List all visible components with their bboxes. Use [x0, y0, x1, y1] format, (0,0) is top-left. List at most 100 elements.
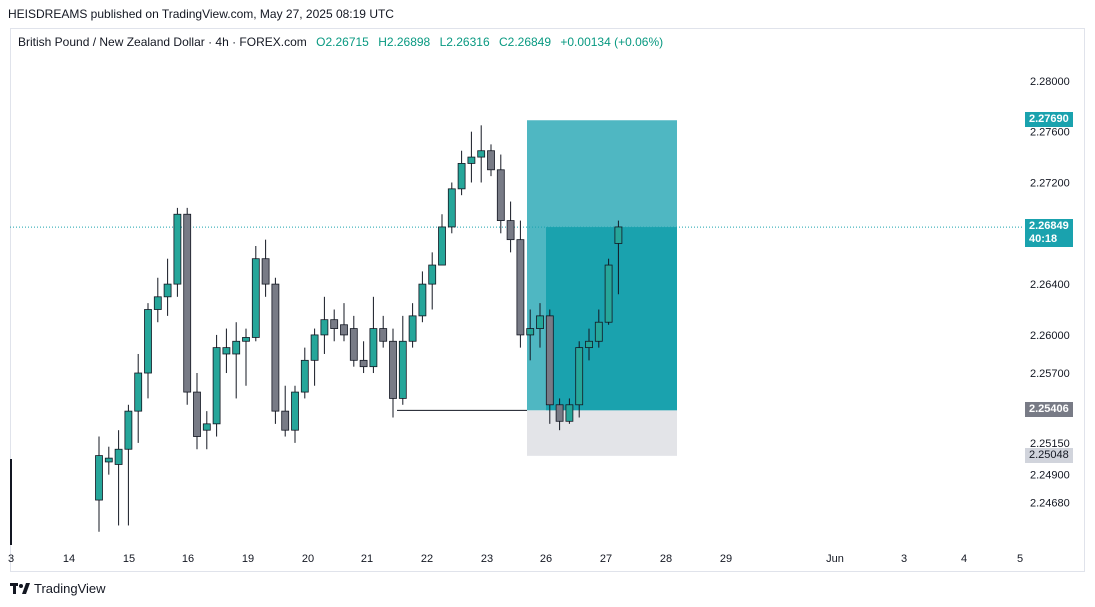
- candle: [340, 303, 348, 342]
- candle: [398, 315, 407, 405]
- candle: [369, 296, 378, 374]
- price-tick-label: 2.24680: [1030, 498, 1070, 510]
- date-tick-label: 3: [8, 553, 14, 565]
- price-tick-label: 2.27600: [1030, 127, 1070, 139]
- date-tick-label: 4: [961, 553, 967, 565]
- entry-price-label: 2.25406: [1025, 402, 1073, 418]
- price-tick-label: 2.28000: [1030, 76, 1070, 88]
- stop-zone: [527, 410, 677, 456]
- candle-body: [369, 328, 378, 368]
- candle-body: [232, 340, 241, 355]
- candle: [536, 303, 544, 348]
- candle-body: [585, 340, 593, 349]
- price-tick-label: 2.26000: [1030, 330, 1070, 342]
- candle: [104, 446, 113, 475]
- candle: [467, 131, 476, 183]
- candle-body: [153, 296, 162, 310]
- candle-body: [457, 163, 466, 190]
- candle-body: [555, 404, 564, 422]
- candle-body: [183, 213, 192, 393]
- candle: [271, 277, 280, 424]
- candle-body: [506, 220, 515, 241]
- target-price-label: 2.27690: [1025, 112, 1073, 128]
- candle-body: [271, 283, 280, 412]
- symbol-title[interactable]: British Pound / New Zealand Dollar · 4h …: [18, 35, 307, 49]
- candle-body: [477, 150, 486, 158]
- candle: [134, 353, 143, 443]
- date-tick-label: 27: [600, 553, 612, 565]
- candle: [379, 315, 388, 348]
- candle: [330, 309, 339, 342]
- candle: [506, 201, 515, 253]
- candle: [438, 214, 446, 266]
- candle: [114, 430, 123, 526]
- date-tick-label: 15: [123, 553, 135, 565]
- candle-body: [104, 457, 113, 463]
- candle: [153, 277, 162, 323]
- candle: [428, 252, 437, 310]
- candle-body: [320, 319, 329, 336]
- symbol-legend: British Pound / New Zealand Dollar · 4h …: [18, 35, 669, 49]
- candle-body: [438, 226, 446, 266]
- candle: [144, 303, 152, 399]
- candle-body: [349, 328, 358, 361]
- candle: [516, 220, 525, 348]
- candle-body: [379, 328, 388, 342]
- candle-body: [545, 315, 554, 406]
- candle: [359, 341, 368, 374]
- date-tick-label: 21: [361, 553, 373, 565]
- candle-body: [467, 156, 476, 164]
- candles: [95, 125, 623, 532]
- candle: [389, 328, 397, 418]
- candle: [281, 385, 290, 437]
- open-value: O2.26715: [316, 35, 369, 49]
- time-axis: 3 14 15 16 19 20 21 22 23 26 27 28 29 Jun 3 4 5: [8, 553, 1023, 565]
- candle-body: [398, 340, 407, 399]
- candle: [193, 373, 201, 450]
- candle-body: [428, 264, 437, 285]
- price-tick-label: 2.25150: [1030, 438, 1070, 450]
- price-tick-label: 2.25700: [1030, 368, 1070, 380]
- candle: [95, 436, 103, 532]
- date-tick-label: 3: [901, 553, 907, 565]
- tradingview-footer[interactable]: TradingView: [10, 581, 106, 596]
- candle-body: [134, 372, 143, 412]
- candle-body: [575, 347, 584, 406]
- candle: [447, 182, 456, 234]
- candle-body: [340, 324, 348, 336]
- candle: [232, 322, 241, 399]
- candle-body: [565, 404, 574, 422]
- candle-body: [487, 150, 495, 171]
- candle-body: [389, 340, 397, 399]
- candle: [300, 347, 309, 399]
- candle-body: [516, 239, 525, 336]
- bar-countdown: 40:18: [1029, 233, 1058, 246]
- candle-body: [114, 448, 123, 465]
- change-value: +0.00134 (+0.06%): [560, 35, 664, 49]
- candle-body: [526, 328, 535, 336]
- candle-body: [242, 337, 250, 342]
- candle-body: [300, 359, 309, 393]
- candle-body: [144, 309, 152, 374]
- candle: [310, 328, 319, 386]
- stop-price-label: 2.25048: [1025, 447, 1073, 463]
- candle: [545, 309, 554, 424]
- candle: [124, 404, 133, 526]
- candle: [575, 341, 584, 418]
- candle-body: [124, 410, 133, 450]
- price-tick-label: 2.27200: [1030, 177, 1070, 189]
- candle: [418, 271, 427, 323]
- date-tick-label: 20: [302, 553, 314, 565]
- date-tick-label: 22: [421, 553, 433, 565]
- candle-body: [418, 283, 427, 317]
- low-value: L2.26316: [439, 35, 490, 49]
- candle-body: [193, 391, 201, 437]
- candle-body: [291, 391, 299, 431]
- candle-body: [310, 334, 319, 361]
- candle: [408, 303, 417, 348]
- candle: [496, 154, 505, 234]
- high-value: H2.26898: [378, 35, 431, 49]
- horizontal-levels: [10, 226, 1022, 545]
- candle: [565, 398, 574, 424]
